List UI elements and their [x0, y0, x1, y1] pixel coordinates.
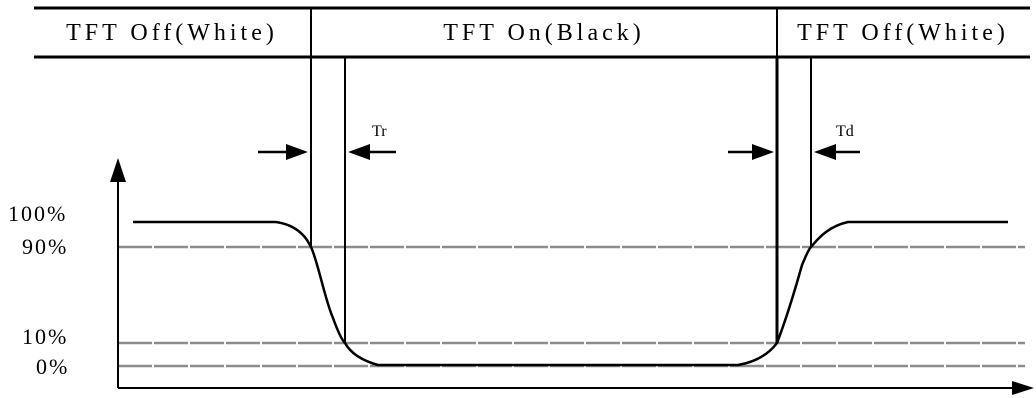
td-label: Td — [836, 123, 854, 140]
tr-right-arrow — [348, 144, 396, 160]
level-label-100: 100% — [8, 201, 67, 226]
level-label-10: 10% — [22, 324, 68, 349]
header-right-label: TFT Off(White) — [797, 20, 1009, 46]
x-axis-arrowhead — [1012, 381, 1034, 395]
tr-left-arrow — [258, 144, 308, 160]
response-waveform — [133, 220, 1008, 367]
header-middle-label: TFT On(Black) — [443, 20, 645, 46]
td-right-arrow — [814, 144, 860, 160]
tr-label: Tr — [372, 123, 387, 140]
level-label-90: 90% — [22, 234, 68, 259]
level-label-0: 0% — [36, 354, 69, 379]
td-left-arrow — [728, 144, 774, 160]
y-axis-arrowhead — [110, 158, 126, 182]
header-left-label: TFT Off(White) — [66, 20, 278, 46]
